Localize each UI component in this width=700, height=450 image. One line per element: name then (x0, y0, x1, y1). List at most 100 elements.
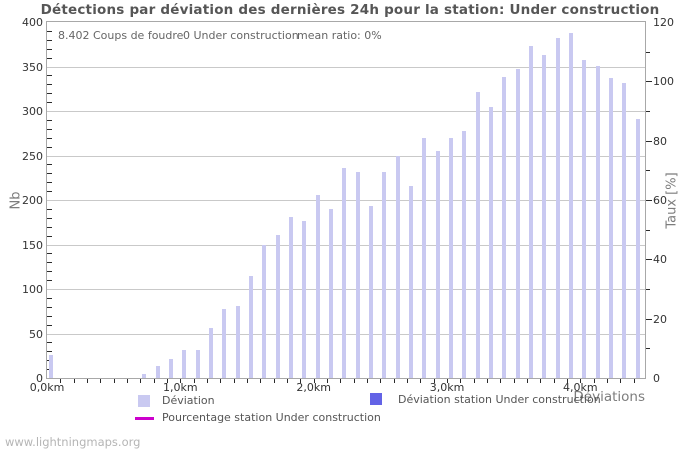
y-axis-tick-label: 350 (22, 60, 43, 74)
x-minor-tick (407, 379, 408, 383)
y-left-minor-tick (47, 182, 52, 184)
y-left-minor-tick (47, 39, 52, 41)
y-left-minor-tick (47, 271, 52, 273)
y-right-tick (646, 348, 650, 350)
y-left-minor-tick (47, 315, 52, 317)
x-minor-tick (567, 379, 568, 383)
y-axis-tick-label-right: 100 (653, 75, 674, 89)
deviation-bar (449, 137, 453, 378)
y-axis-tick-label-right: 20 (653, 312, 667, 326)
x-minor-tick (327, 379, 328, 383)
y-left-minor-tick (47, 191, 52, 193)
y-right-tick (646, 229, 650, 231)
y-axis-tick-label: 100 (22, 283, 43, 296)
x-minor-tick (447, 379, 448, 383)
y-left-minor-tick (47, 93, 52, 95)
x-minor-tick (487, 379, 488, 383)
legend-label-deviation: Déviation (162, 394, 215, 407)
y-left-minor-tick (47, 48, 52, 50)
y-left-minor-tick (47, 128, 52, 130)
y-right-tick (646, 140, 652, 142)
x-minor-tick (420, 379, 422, 383)
x-minor-tick (153, 379, 155, 383)
x-minor-tick (140, 379, 142, 383)
total-strokes-stat: 8.402 Coups de foudre (58, 29, 184, 42)
x-minor-tick (353, 379, 355, 383)
x-minor-tick (193, 379, 195, 383)
x-minor-tick (620, 379, 622, 383)
deviation-bar (635, 119, 640, 378)
x-minor-tick (380, 379, 382, 383)
y-left-minor-tick (47, 297, 52, 299)
x-minor-tick (87, 379, 88, 383)
y-right-tick (646, 170, 650, 172)
y-left-minor-tick (47, 342, 52, 344)
y-left-minor-tick (47, 146, 52, 148)
deviation-bar (182, 350, 187, 378)
x-axis-label: Déviations (573, 389, 645, 405)
gridline (47, 111, 645, 112)
x-minor-tick (593, 379, 595, 383)
y-left-minor-tick (47, 30, 52, 32)
x-minor-tick (460, 379, 462, 383)
x-axis-tick-label: 2,0km (296, 381, 331, 394)
y-left-minor-tick (47, 226, 52, 228)
deviation-bar (369, 206, 373, 378)
deviation-bar (489, 107, 493, 378)
x-axis-tick-label: 4,0km (563, 381, 598, 394)
deviation-bar (502, 77, 507, 378)
y-right-tick (646, 259, 652, 261)
x-minor-tick (207, 379, 208, 383)
x-axis-tick-label: 1,0km (163, 381, 198, 394)
deviation-bar (515, 69, 520, 378)
y-axis-tick-label: 150 (22, 238, 43, 252)
x-minor-tick (100, 379, 102, 383)
y-right-tick (646, 318, 652, 320)
x-minor-tick (313, 379, 315, 383)
y-left-minor-tick (47, 324, 52, 326)
y-right-tick (646, 81, 652, 83)
x-minor-tick (167, 379, 168, 383)
deviation-bar (302, 221, 307, 378)
y-left-minor-tick (47, 280, 52, 282)
legend-label-station-deviation: Déviation station Under construction (398, 393, 601, 406)
y-right-tick (646, 289, 650, 290)
deviation-bar (289, 216, 293, 378)
x-minor-tick (473, 379, 475, 383)
x-minor-tick (287, 379, 288, 383)
x-minor-tick (607, 379, 608, 383)
deviation-bar (209, 328, 213, 378)
y-axis-tick-label-right: 0 (653, 372, 660, 385)
station-strokes-stat: 0 Under construction (183, 29, 299, 42)
deviation-bar (529, 46, 533, 378)
y-left-minor-tick (47, 208, 52, 210)
deviation-bar (622, 82, 627, 378)
y-axis-tick-label: 250 (22, 149, 43, 163)
y-axis-tick-label: 200 (22, 194, 43, 207)
deviation-bar (569, 32, 573, 378)
y-axis-tick-label: 0 (36, 372, 43, 385)
x-minor-tick (113, 379, 115, 383)
deviation-bar (555, 38, 560, 378)
deviation-bar (422, 137, 427, 378)
y-left-minor-tick (47, 173, 52, 175)
y-left-minor-tick (47, 235, 52, 237)
deviation-bar (222, 308, 227, 378)
x-minor-tick (367, 379, 368, 383)
gridline (47, 66, 645, 68)
chart-title: Détections par déviation des dernières 2… (40, 2, 660, 18)
x-minor-tick (273, 379, 275, 383)
deviation-bar (462, 131, 467, 378)
y-axis-tick-label-right: 80 (653, 134, 667, 148)
x-minor-tick (500, 379, 502, 383)
legend-label-percentage: Pourcentage station Under construction (162, 411, 381, 424)
y-right-tick (646, 111, 650, 112)
deviation-bar (249, 275, 253, 378)
deviation-bar (329, 208, 333, 378)
deviation-bar (609, 78, 613, 378)
y-axis-tick-label-right: 60 (653, 194, 667, 207)
x-minor-tick (300, 379, 302, 383)
y-left-minor-tick (47, 137, 52, 139)
deviation-bar (195, 349, 200, 378)
y-left-minor-tick (47, 75, 52, 77)
